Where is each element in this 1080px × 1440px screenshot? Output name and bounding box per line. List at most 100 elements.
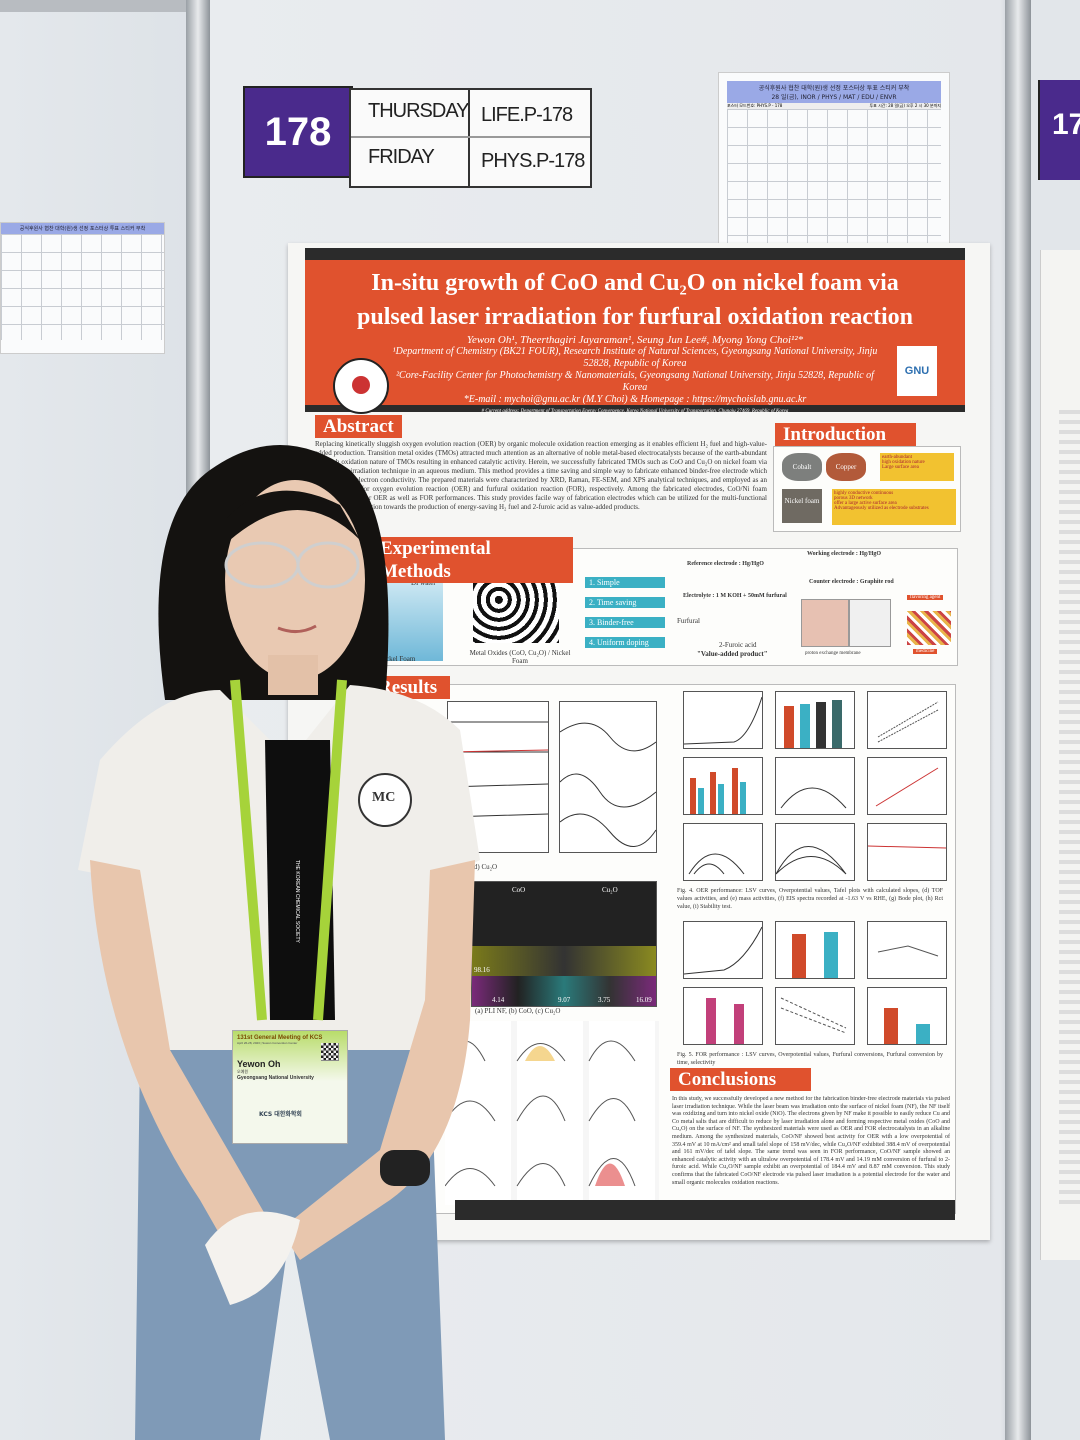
mouth [277, 624, 317, 633]
eis-plot [775, 757, 855, 815]
badge-event: 131st General Meeting of KCS [237, 1035, 323, 1041]
conclusions-heading: Conclusions [670, 1068, 811, 1091]
divider [468, 90, 470, 186]
divider [351, 136, 590, 138]
eds-value: 98.16 [474, 966, 490, 974]
shirt-logo-text: MC [372, 790, 396, 805]
cathode-cell [849, 599, 891, 647]
badge-affiliation: Gyeongsang National University [237, 1075, 314, 1081]
fig4-caption: Fig. 4. OER performance: LSV curves, Ove… [677, 888, 943, 910]
selectivity-plot [867, 987, 947, 1045]
working-electrode-label: Working electrode : Hg/HgO [807, 551, 882, 557]
reference-electrode-label: Reference electrode : Hg/HgO [687, 561, 764, 567]
sticker-title: 공식후원사 협찬 대학(원)생 선정 포스터상 투표 스티커 부착 [758, 85, 910, 92]
advantage-tag: 4. Uniform doping [585, 637, 665, 648]
copper-image: Copper [826, 453, 866, 481]
eds-value: 9.07 [558, 996, 571, 1004]
sem-label: CoO [512, 886, 526, 894]
electrolyte-label: Electrolyte : 1 M KOH + 50mM furfural [683, 593, 787, 599]
note-line: highly conductive continuous [834, 491, 894, 496]
introduction-box: Cobalt Copper Nickel foam earth-abundant… [773, 446, 961, 532]
session-schedule: THURSDAY LIFE.P-178 FRIDAY PHYS.P-178 [349, 88, 592, 188]
xps-plots [444, 1021, 659, 1205]
vote-time: 투표 시간: 28 일(금) 오후 2 시 30 분까지 [869, 103, 941, 108]
black-top [265, 740, 335, 1020]
introduction-heading: Introduction [775, 423, 916, 446]
poster-title: In-situ growth of CoO and Cu₂O on nickel… [305, 266, 965, 334]
for-plots-grid [677, 921, 949, 1051]
vote-sticker-sheet: 공식후원사 협찬 대학(원)생 선정 포스터상 투표 스티커 부착 28 일(금… [718, 72, 950, 264]
laser-setup-image [379, 569, 443, 661]
lanyard-text: THE KOREAN CHEMICAL SOCIETY [294, 860, 300, 943]
fig5-caption: Fig. 5. FOR performance : LSV curves, Ov… [677, 1052, 943, 1066]
badge-name-korean: 오예원 [237, 1069, 249, 1074]
metal-properties-note: earth-abundant high oxidation nature Lar… [880, 453, 954, 481]
left-sticker-sheet: 공식후원사 협찬 대학(원)생 선정 포스터상 투표 스티커 부착 [0, 222, 165, 354]
eds-value: 3.75 [598, 996, 611, 1004]
anode-cell [801, 599, 849, 647]
oer-plots-grid [677, 685, 949, 895]
wristwatch-icon [380, 1150, 430, 1186]
badge-name: Yewon Oh [237, 1059, 281, 1069]
value-added-label: "Value-added product" [697, 650, 768, 658]
overpotential-bar-plot [775, 691, 855, 749]
advantage-tag: 2. Time saving [585, 597, 665, 608]
use-label: medicine [913, 649, 938, 654]
name-badge: 131st General Meeting of KCS April 26-28… [232, 1030, 348, 1144]
university-logo: GNU [897, 346, 937, 396]
note-line: porous 3D network [834, 496, 873, 501]
neighbor-poster [1040, 250, 1080, 1260]
conversion-plot [867, 921, 947, 979]
furfural-label: Furfural [677, 617, 700, 625]
sem-label: Cu₂O [602, 886, 618, 894]
advantage-tag: 1. Simple [585, 577, 665, 588]
scrunchie [205, 1211, 300, 1305]
methods-heading: Experimental Methods [372, 537, 573, 583]
note-line: Large surface area [882, 465, 919, 470]
sticker-subtitle: 28 일(금), INOR / PHYS / MAT / EDU / ENVR [771, 94, 897, 101]
use-label: flavoring agent [907, 595, 944, 600]
poster-code: LIFE.P-178 [481, 104, 573, 126]
lanyard [230, 679, 347, 1021]
abstract-text: Replacing kinetically sluggish oxygen ev… [315, 440, 767, 511]
for-lsv-plot [683, 921, 763, 979]
tafel-plot [867, 691, 947, 749]
sticker-sheet-title: 공식후원사 협찬 대학(원)생 선정 포스터상 투표 스티커 부착 28 일(금… [727, 81, 941, 103]
bode-plot [775, 823, 855, 881]
title-line: pulsed laser irradiation for furfural ox… [357, 304, 913, 330]
badge-dates: April 26-28, 2023 | Suwon Convention Cen… [237, 1041, 298, 1045]
hplc-plot [683, 987, 763, 1045]
note-line: Advantageously utilized as electrode sub… [834, 506, 929, 511]
method-label: DI water [411, 579, 436, 587]
affiliation: ²Core-Facility Center for Photochemistry… [396, 370, 874, 393]
poster-authors: Yewon Oh¹, Theerthagiri Jayaraman¹, Seun… [466, 334, 804, 346]
day-label: THURSDAY [368, 100, 470, 122]
sticker-grid [1, 234, 164, 340]
nyquist-plot [683, 823, 763, 881]
for-overpotential-plot [775, 921, 855, 979]
note-line: offer a large active surface area [834, 501, 897, 506]
note-line: earth-abundant [882, 455, 912, 460]
conclusions-text: In this study, we successfully developed… [672, 1096, 950, 1186]
advantage-tag: 3. Binder-free [585, 617, 665, 628]
contact-info: *E-mail : mychoi@gnu.ac.kr (M.Y Choi) & … [463, 394, 807, 405]
abstract-heading: Abstract [315, 415, 402, 438]
qr-code [321, 1043, 339, 1061]
left-arm [90, 860, 280, 1270]
badge-org-logo: KCS 대한화학회 [259, 1111, 302, 1118]
raman-plot [559, 701, 657, 853]
figure-caption: (a) PLI NF, (b) CoO, (c) Cu₂O [475, 1007, 561, 1015]
stability-plot [867, 823, 947, 881]
product-label: 2-Furoic acid [719, 641, 757, 649]
counter-electrode-label: Counter electrode : Graphite rod [809, 579, 894, 585]
sticker-sheet-title: 공식후원사 협찬 대학(원)생 선정 포스터상 투표 스티커 부착 [1, 223, 164, 234]
method-label: Metal Oxides (CoO, Cu₂O) / Nickel Foam [469, 649, 571, 665]
metal-oxide-foam-image [473, 571, 559, 643]
eds-value: 16.09 [636, 996, 652, 1004]
current-address: # Current address: Department of Transpo… [481, 409, 789, 414]
poster-footer-band [455, 1200, 955, 1220]
foam-properties-note: highly conductive continuous porous 3D n… [832, 489, 956, 525]
tof-bar-plot [683, 757, 763, 815]
poster-number-field: 포스터 모드번호: PHYS.P - 178 [727, 103, 783, 108]
